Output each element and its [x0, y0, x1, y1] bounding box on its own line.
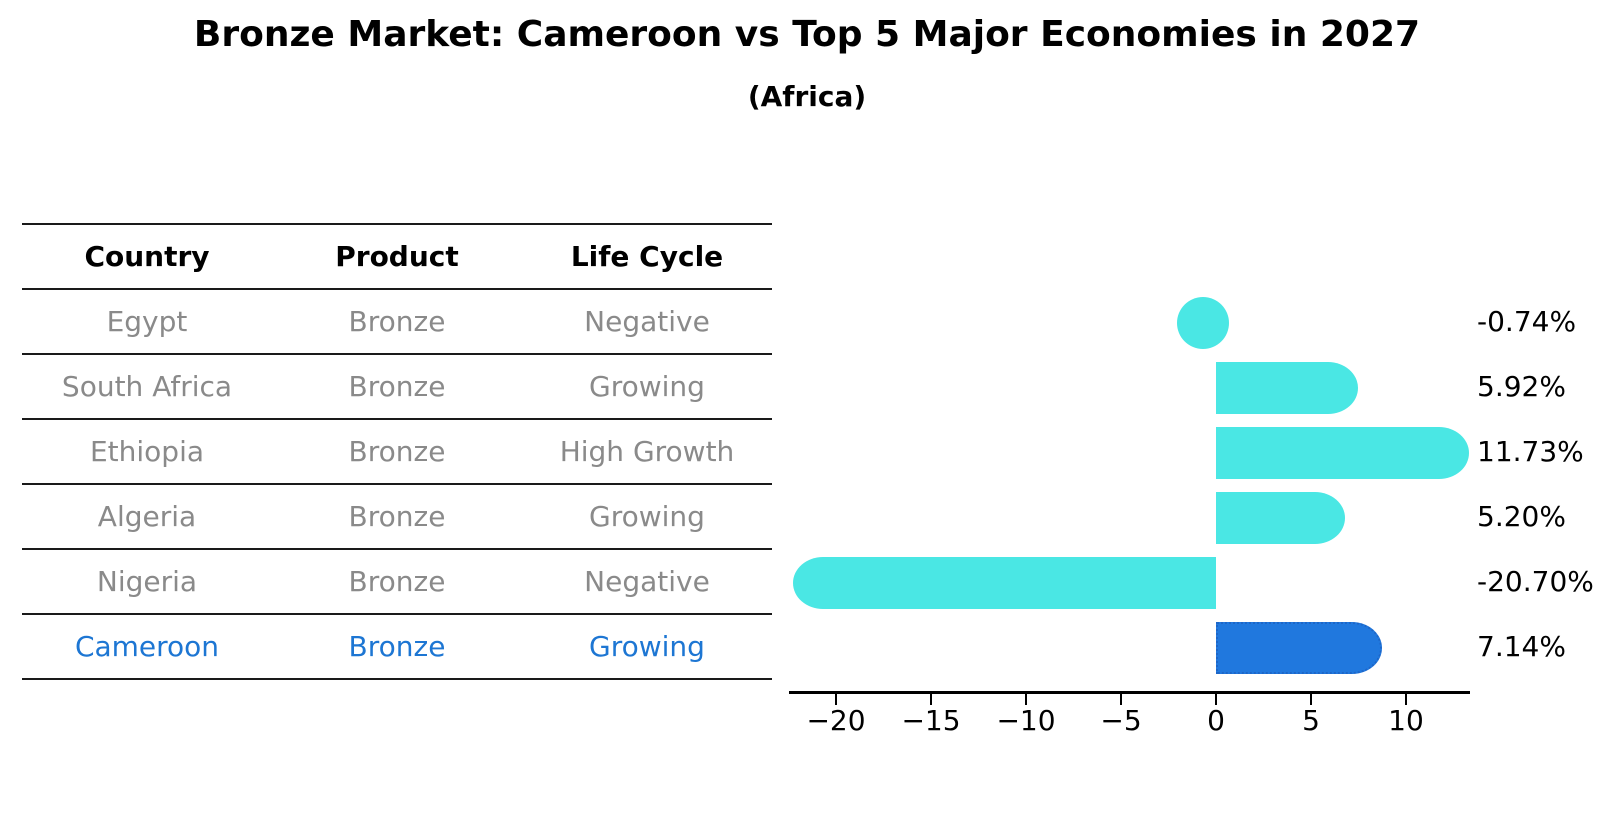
x-tick-mark — [1310, 694, 1312, 705]
x-tick-label: −10 — [996, 704, 1056, 737]
cell-country: Cameroon — [74, 630, 220, 663]
x-tick-label: 5 — [1302, 704, 1320, 737]
column-header-life-cycle: Life Cycle — [570, 240, 724, 273]
cell-life_cycle: Growing — [589, 370, 705, 403]
table-row-nigeria: Nigeria Bronze Negative — [22, 550, 772, 615]
chart-title: Bronze Market: Cameroon vs Top 5 Major E… — [193, 14, 1421, 55]
table-row-algeria: Algeria Bronze Growing — [22, 485, 772, 550]
x-tick-label: 10 — [1388, 704, 1424, 737]
x-tick-mark — [1025, 694, 1027, 705]
column-header-product: Product — [335, 240, 459, 273]
value-label-algeria: 5.20% — [1477, 499, 1566, 533]
chart-subtitle: (Africa) — [747, 80, 867, 113]
cell-country: Ethiopia — [89, 435, 205, 468]
cell-product: Bronze — [348, 565, 446, 598]
country-table: Country Product Life Cycle Egypt Bronze Negat… — [22, 223, 772, 680]
x-tick-label: −15 — [901, 704, 961, 737]
x-tick-label: −5 — [1100, 704, 1142, 737]
table-row-south-africa: South Africa Bronze Growing — [22, 355, 772, 420]
cell-country: Egypt — [106, 305, 188, 338]
cell-product: Bronze — [348, 305, 446, 338]
table-row-ethiopia: Ethiopia Bronze High Growth — [22, 420, 772, 485]
table-row-cameroon: Cameroon Bronze Growing — [22, 615, 772, 680]
bar-egypt — [1177, 296, 1229, 349]
table-row-egypt: Egypt Bronze Negative — [22, 290, 772, 355]
cell-country: Nigeria — [96, 565, 198, 598]
cell-life_cycle: Growing — [589, 500, 705, 533]
cell-life_cycle: Negative — [584, 305, 710, 338]
bar-south-africa — [1216, 361, 1359, 414]
value-label-ethiopia: 11.73% — [1477, 434, 1584, 468]
bar-ethiopia — [1216, 426, 1469, 479]
cell-country: South Africa — [61, 370, 233, 403]
bar-algeria — [1216, 491, 1345, 544]
x-tick-mark — [930, 694, 932, 705]
cell-product: Bronze — [348, 370, 446, 403]
x-tick-label: 0 — [1207, 704, 1225, 737]
table-header-row: Country Product Life Cycle — [22, 223, 772, 290]
cell-country: Algeria — [97, 500, 197, 533]
x-axis-line — [789, 691, 1470, 694]
bar-nigeria — [792, 556, 1216, 609]
cell-life_cycle: Growing — [589, 630, 705, 663]
cell-product: Bronze — [348, 435, 446, 468]
cell-life_cycle: Negative — [584, 565, 710, 598]
bar-cameroon — [1216, 621, 1382, 674]
cell-product: Bronze — [348, 630, 446, 663]
cell-life_cycle: High Growth — [559, 435, 735, 468]
x-tick-mark — [1120, 694, 1122, 705]
column-header-country: Country — [84, 240, 210, 273]
value-label-cameroon: 7.14% — [1477, 629, 1566, 663]
x-tick-mark — [835, 694, 837, 705]
x-tick-mark — [1215, 694, 1217, 705]
value-label-egypt: -0.74% — [1477, 304, 1577, 338]
x-tick-label: −20 — [806, 704, 866, 737]
x-tick-mark — [1405, 694, 1407, 705]
cell-product: Bronze — [348, 500, 446, 533]
value-label-nigeria: -20.70% — [1477, 564, 1594, 598]
value-label-south-africa: 5.92% — [1477, 369, 1566, 403]
